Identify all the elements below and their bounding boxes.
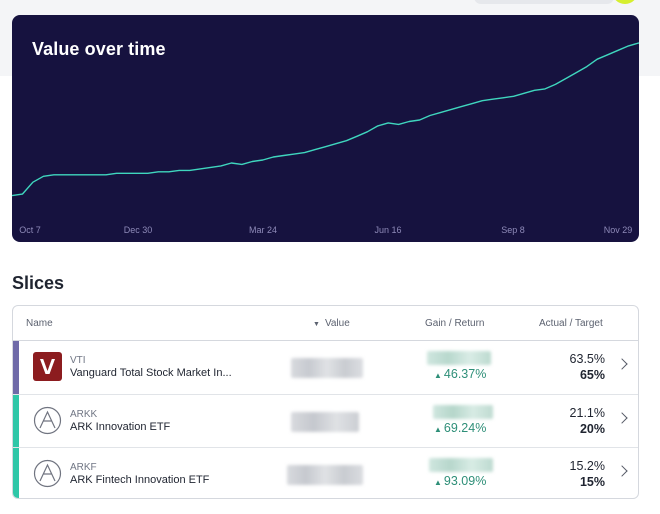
slice-ticker: ARKK	[70, 409, 98, 420]
triangle-up-icon: ▲	[434, 425, 442, 434]
row-accent	[13, 448, 19, 498]
slice-return-value: 46.37%	[443, 367, 487, 381]
slice-return-value: 93.09%	[443, 474, 487, 488]
column-header-value-label: Value	[324, 318, 350, 329]
vanguard-logo-icon	[33, 352, 62, 381]
chevron-right-icon[interactable]	[616, 465, 628, 477]
column-header-target[interactable]: Actual / Target	[539, 318, 603, 329]
account-button[interactable]	[612, 0, 638, 4]
x-tick: Jun 16	[374, 225, 402, 235]
gain-redacted	[433, 405, 493, 419]
slice-target: 15%	[579, 475, 605, 489]
slice-target: 65%	[579, 368, 605, 382]
x-tick: Mar 24	[248, 225, 278, 235]
slice-name: ARK Fintech Innovation ETF	[70, 474, 210, 486]
slice-row-arkk[interactable]: ARKK ARK Innovation ETF ▲ 69.24% 21.1% 20…	[13, 394, 638, 447]
slice-return: ▲ 93.09%	[434, 474, 486, 488]
chevron-right-icon[interactable]	[616, 358, 628, 370]
slices-heading: Slices	[12, 273, 65, 293]
ark-logo-icon	[33, 459, 62, 488]
slice-ticker: VTI	[70, 355, 86, 366]
slice-row-vti[interactable]: VTI Vanguard Total Stock Market In... ▲ 4…	[13, 341, 638, 394]
triangle-up-icon: ▲	[434, 371, 442, 380]
slice-ticker: ARKF	[70, 462, 97, 473]
column-header-value[interactable]: ▼ Value	[313, 318, 350, 329]
slice-row-arkf[interactable]: ARKF ARK Fintech Innovation ETF ▲ 93.09% …	[13, 447, 638, 498]
value-chart: Value over time Oct 7 Dec 30 Mar 24 Jun …	[12, 15, 639, 242]
x-tick: Oct 7	[19, 225, 41, 235]
slice-target: 20%	[579, 422, 605, 436]
value-redacted	[291, 358, 363, 378]
gain-redacted	[427, 351, 491, 365]
row-accent	[13, 341, 19, 394]
triangle-up-icon: ▲	[434, 478, 442, 487]
search-field[interactable]	[474, 0, 614, 4]
chart-title: Value over time	[32, 39, 166, 59]
chevron-right-icon[interactable]	[616, 412, 628, 424]
x-tick: Nov 29	[603, 225, 633, 235]
table-header: Name ▼ Value Gain / Return Actual / Targe…	[13, 306, 638, 341]
value-redacted	[287, 465, 363, 485]
column-header-gain[interactable]: Gain / Return	[425, 318, 485, 329]
slice-actual: 15.2%	[569, 459, 605, 473]
slice-actual: 21.1%	[569, 406, 605, 420]
ark-logo-icon	[33, 406, 62, 435]
x-tick: Sep 8	[501, 225, 525, 235]
column-header-name[interactable]: Name	[26, 318, 53, 329]
slice-return: ▲ 69.24%	[434, 421, 486, 435]
slice-return-value: 69.24%	[443, 421, 487, 435]
slice-name: ARK Innovation ETF	[70, 421, 171, 433]
slices-table: Name ▼ Value Gain / Return Actual / Targe…	[12, 305, 639, 499]
slice-return: ▲ 46.37%	[434, 367, 486, 381]
gain-redacted	[429, 458, 493, 472]
x-tick: Dec 30	[123, 225, 153, 235]
slice-actual: 63.5%	[569, 352, 605, 366]
row-accent	[13, 395, 19, 447]
value-line	[12, 42, 639, 197]
sort-desc-icon: ▼	[313, 321, 320, 328]
value-chart-plot	[12, 42, 639, 197]
slice-name: Vanguard Total Stock Market In...	[70, 367, 232, 379]
value-redacted	[291, 412, 359, 432]
